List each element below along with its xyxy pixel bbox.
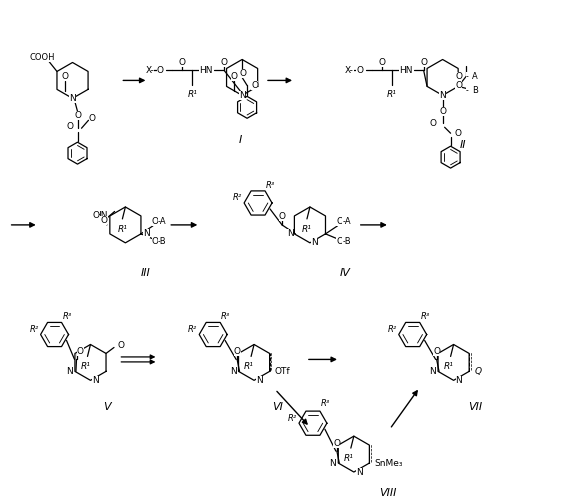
Text: O: O xyxy=(455,128,462,138)
Text: VI: VI xyxy=(272,402,283,412)
Text: O: O xyxy=(179,58,186,67)
Text: O: O xyxy=(92,212,99,220)
Text: -B: -B xyxy=(343,238,351,246)
Text: O: O xyxy=(336,238,344,246)
Text: R³: R³ xyxy=(63,312,72,321)
Text: II: II xyxy=(459,140,466,150)
Text: R¹: R¹ xyxy=(443,362,454,372)
Text: O: O xyxy=(152,218,159,226)
Text: O: O xyxy=(67,122,74,130)
Text: O: O xyxy=(100,216,107,225)
Text: R¹: R¹ xyxy=(80,362,91,372)
Text: R¹: R¹ xyxy=(387,90,397,100)
Text: N: N xyxy=(356,468,363,476)
Text: N: N xyxy=(92,376,99,385)
Text: O: O xyxy=(420,58,427,67)
Text: -: - xyxy=(466,72,469,81)
Text: R¹: R¹ xyxy=(344,454,354,463)
Text: O: O xyxy=(157,66,164,75)
Text: III: III xyxy=(140,268,150,278)
Text: HN: HN xyxy=(399,66,413,75)
Text: N: N xyxy=(66,367,73,376)
Text: VIII: VIII xyxy=(379,488,397,498)
Text: A: A xyxy=(472,72,478,81)
Text: R³: R³ xyxy=(321,399,330,408)
Text: N: N xyxy=(256,376,263,385)
Text: SnMe₃: SnMe₃ xyxy=(374,458,403,468)
Text: HN: HN xyxy=(200,66,213,75)
Text: O: O xyxy=(234,347,241,356)
Text: O: O xyxy=(74,111,81,120)
Text: R³: R³ xyxy=(221,312,230,321)
Text: N: N xyxy=(455,376,462,385)
Text: O: O xyxy=(455,72,462,81)
Text: O: O xyxy=(455,82,462,90)
Text: N: N xyxy=(311,238,317,248)
Text: R¹: R¹ xyxy=(302,225,312,234)
Text: O: O xyxy=(76,347,84,356)
Text: OTf: OTf xyxy=(275,367,290,376)
Text: -B: -B xyxy=(158,238,166,246)
Text: N: N xyxy=(287,230,294,238)
Text: R²: R² xyxy=(288,414,297,422)
Text: X-: X- xyxy=(145,66,154,75)
Text: -A: -A xyxy=(158,218,166,226)
Text: R¹: R¹ xyxy=(188,90,197,100)
Text: O: O xyxy=(439,107,446,116)
Text: R³: R³ xyxy=(421,312,430,321)
Text: COOH: COOH xyxy=(29,53,55,62)
Text: V: V xyxy=(104,402,111,412)
Text: O: O xyxy=(118,341,125,350)
Text: N: N xyxy=(143,230,150,238)
Text: N: N xyxy=(439,91,446,100)
Text: O: O xyxy=(231,72,238,82)
Text: N: N xyxy=(230,367,237,376)
Text: N: N xyxy=(429,367,436,376)
Text: O: O xyxy=(336,218,344,226)
Text: R²: R² xyxy=(388,325,397,334)
Text: IV: IV xyxy=(339,268,351,278)
Text: R¹: R¹ xyxy=(244,362,254,372)
Text: O: O xyxy=(221,58,227,67)
Text: R²: R² xyxy=(29,325,39,334)
Text: HN: HN xyxy=(95,212,108,220)
Text: O: O xyxy=(152,238,159,246)
Text: -: - xyxy=(466,86,469,95)
Text: B: B xyxy=(472,86,478,95)
Text: O: O xyxy=(430,119,437,128)
Text: O: O xyxy=(433,347,440,356)
Text: R³: R³ xyxy=(266,180,275,190)
Text: -A: -A xyxy=(343,218,351,226)
Text: R²: R² xyxy=(233,194,242,202)
Text: O: O xyxy=(239,69,247,78)
Text: R²: R² xyxy=(188,325,197,334)
Text: Q: Q xyxy=(474,367,481,376)
Text: O: O xyxy=(356,66,363,75)
Text: I: I xyxy=(238,135,242,145)
Text: N: N xyxy=(239,91,246,100)
Text: O: O xyxy=(333,438,340,448)
Text: N: N xyxy=(69,94,76,103)
Text: R¹: R¹ xyxy=(117,225,127,234)
Text: O: O xyxy=(251,81,258,90)
Text: VII: VII xyxy=(469,402,483,412)
Text: O: O xyxy=(378,58,385,67)
Text: O: O xyxy=(279,212,286,222)
Text: X-: X- xyxy=(345,66,354,75)
Text: N: N xyxy=(329,458,336,468)
Text: O: O xyxy=(89,114,96,123)
Text: O: O xyxy=(61,72,68,82)
